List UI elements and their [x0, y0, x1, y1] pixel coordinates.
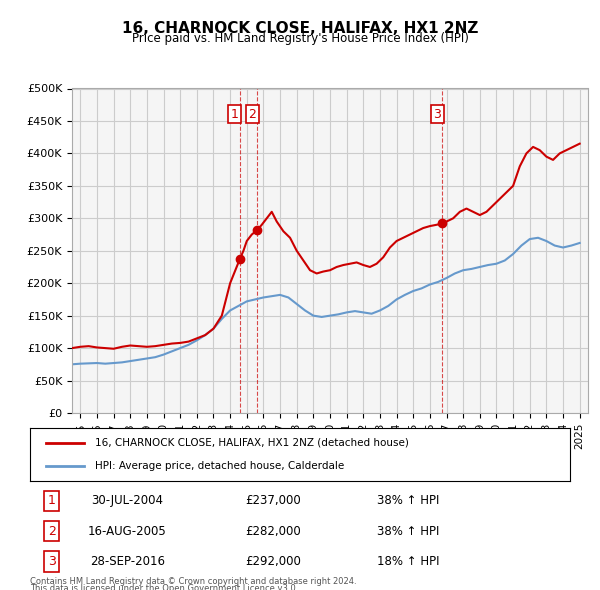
Text: 1: 1 [231, 108, 239, 121]
Text: 3: 3 [433, 108, 441, 121]
Text: 38% ↑ HPI: 38% ↑ HPI [377, 494, 439, 507]
Text: £292,000: £292,000 [245, 555, 301, 568]
Text: 16-AUG-2005: 16-AUG-2005 [88, 525, 167, 537]
Text: 28-SEP-2016: 28-SEP-2016 [90, 555, 164, 568]
Text: 2: 2 [47, 525, 56, 537]
Text: 38% ↑ HPI: 38% ↑ HPI [377, 525, 439, 537]
Text: Price paid vs. HM Land Registry's House Price Index (HPI): Price paid vs. HM Land Registry's House … [131, 32, 469, 45]
Text: 1: 1 [47, 494, 56, 507]
Text: £282,000: £282,000 [245, 525, 301, 537]
Text: 3: 3 [47, 555, 56, 568]
Text: £237,000: £237,000 [245, 494, 301, 507]
Text: This data is licensed under the Open Government Licence v3.0.: This data is licensed under the Open Gov… [30, 584, 298, 590]
Text: Contains HM Land Registry data © Crown copyright and database right 2024.: Contains HM Land Registry data © Crown c… [30, 577, 356, 586]
Text: 18% ↑ HPI: 18% ↑ HPI [377, 555, 439, 568]
Text: 16, CHARNOCK CLOSE, HALIFAX, HX1 2NZ (detached house): 16, CHARNOCK CLOSE, HALIFAX, HX1 2NZ (de… [95, 438, 409, 448]
Text: 30-JUL-2004: 30-JUL-2004 [91, 494, 163, 507]
Text: HPI: Average price, detached house, Calderdale: HPI: Average price, detached house, Cald… [95, 461, 344, 471]
Text: 2: 2 [248, 108, 256, 121]
Text: 16, CHARNOCK CLOSE, HALIFAX, HX1 2NZ: 16, CHARNOCK CLOSE, HALIFAX, HX1 2NZ [122, 21, 478, 35]
